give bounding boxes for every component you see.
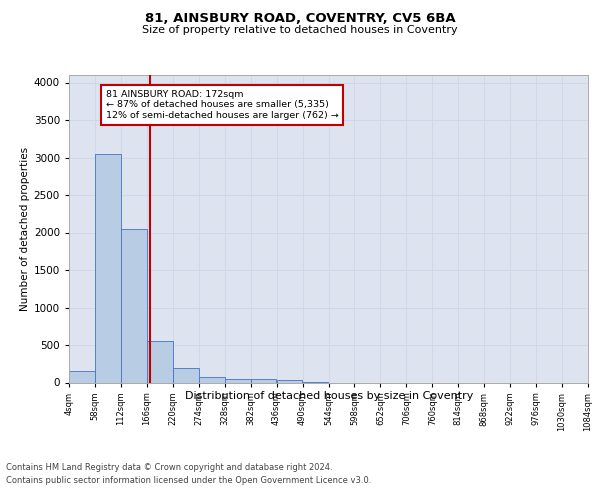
Text: Contains HM Land Registry data © Crown copyright and database right 2024.: Contains HM Land Registry data © Crown c… <box>6 462 332 471</box>
Bar <box>173 368 199 382</box>
Text: Size of property relative to detached houses in Coventry: Size of property relative to detached ho… <box>142 25 458 35</box>
Bar <box>147 341 173 382</box>
Y-axis label: Number of detached properties: Number of detached properties <box>20 146 29 311</box>
Bar <box>251 379 277 382</box>
Bar <box>225 379 251 382</box>
Bar <box>121 229 147 382</box>
Bar <box>69 371 95 382</box>
Bar <box>277 380 302 382</box>
Text: Contains public sector information licensed under the Open Government Licence v3: Contains public sector information licen… <box>6 476 371 485</box>
Text: 81 AINSBURY ROAD: 172sqm
← 87% of detached houses are smaller (5,335)
12% of sem: 81 AINSBURY ROAD: 172sqm ← 87% of detach… <box>106 90 338 120</box>
Text: 81, AINSBURY ROAD, COVENTRY, CV5 6BA: 81, AINSBURY ROAD, COVENTRY, CV5 6BA <box>145 12 455 26</box>
Bar <box>95 154 121 382</box>
Bar <box>199 377 224 382</box>
Text: Distribution of detached houses by size in Coventry: Distribution of detached houses by size … <box>185 391 473 401</box>
